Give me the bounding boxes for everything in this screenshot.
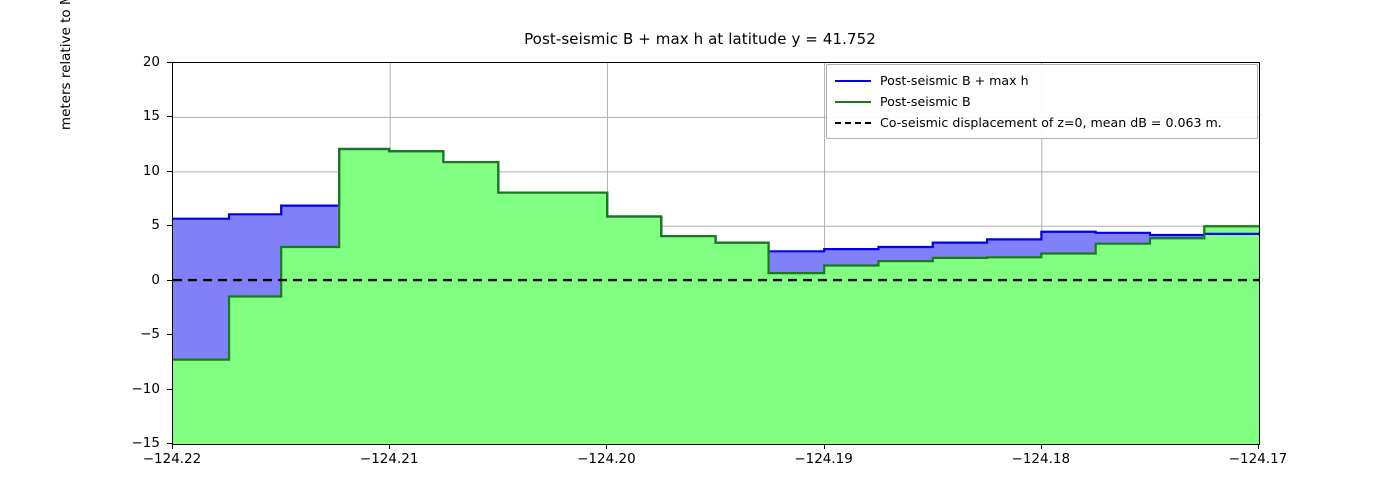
y-axis-label: meters relative to MHW — [58, 0, 74, 131]
green-area-fill — [173, 148, 1259, 444]
chart-legend: Post-seismic B + max h Post-seismic B Co… — [826, 64, 1258, 139]
green-step-line — [173, 147, 1259, 361]
legend-swatch-line-icon — [835, 95, 871, 109]
x-tick-label: −124.20 — [577, 451, 636, 467]
plot-svg — [173, 63, 1259, 444]
page-title: Post-seismic B + max h at latitude y = 4… — [524, 30, 876, 48]
y-tick-mark — [167, 443, 172, 444]
y-tick-label: 0 — [151, 271, 160, 288]
legend-label: Co-seismic displacement of z=0, mean dB … — [880, 115, 1222, 130]
x-tick-label: −124.22 — [142, 451, 202, 467]
y-tick-mark — [167, 62, 172, 63]
legend-label: Post-seismic B — [880, 94, 971, 109]
legend-item-dashed[interactable]: Co-seismic displacement of z=0, mean dB … — [827, 112, 1257, 133]
y-tick-mark — [167, 279, 172, 281]
x-tick-mark — [172, 444, 173, 449]
y-tick-mark — [167, 116, 172, 118]
y-tick-label: 15 — [142, 108, 160, 125]
x-tick-mark — [389, 444, 391, 449]
plot-clip — [173, 63, 1259, 444]
legend-swatch-dashed-icon — [835, 116, 871, 130]
x-tick-mark — [1258, 444, 1259, 449]
x-tick-label: −124.21 — [359, 451, 419, 467]
y-axis-label-wrapper: meters relative to MHW — [58, 0, 119, 500]
x-tick-mark — [606, 444, 608, 449]
legend-label: Post-seismic B + max h — [880, 73, 1029, 88]
legend-swatch-line-icon — [835, 74, 871, 88]
y-tick-label: −5 — [140, 326, 160, 343]
x-tick-mark — [1040, 444, 1042, 449]
x-tick-mark — [823, 444, 825, 449]
y-tick-label: 20 — [142, 54, 160, 70]
y-tick-mark — [167, 388, 172, 390]
x-tick-label: −124.18 — [1011, 451, 1071, 467]
y-tick-label: −15 — [131, 435, 161, 451]
y-tick-label: −10 — [131, 380, 161, 397]
y-tick-label: 10 — [142, 162, 160, 179]
plot-area — [172, 62, 1260, 445]
x-tick-label: −124.17 — [1228, 451, 1288, 467]
legend-item-green[interactable]: Post-seismic B — [827, 91, 1257, 112]
y-tick-mark — [167, 334, 172, 336]
x-tick-label: −124.19 — [794, 451, 853, 467]
y-tick-mark — [167, 225, 172, 227]
y-tick-label: 5 — [151, 217, 160, 234]
legend-item-blue[interactable]: Post-seismic B + max h — [827, 70, 1257, 91]
y-tick-mark — [167, 170, 172, 172]
